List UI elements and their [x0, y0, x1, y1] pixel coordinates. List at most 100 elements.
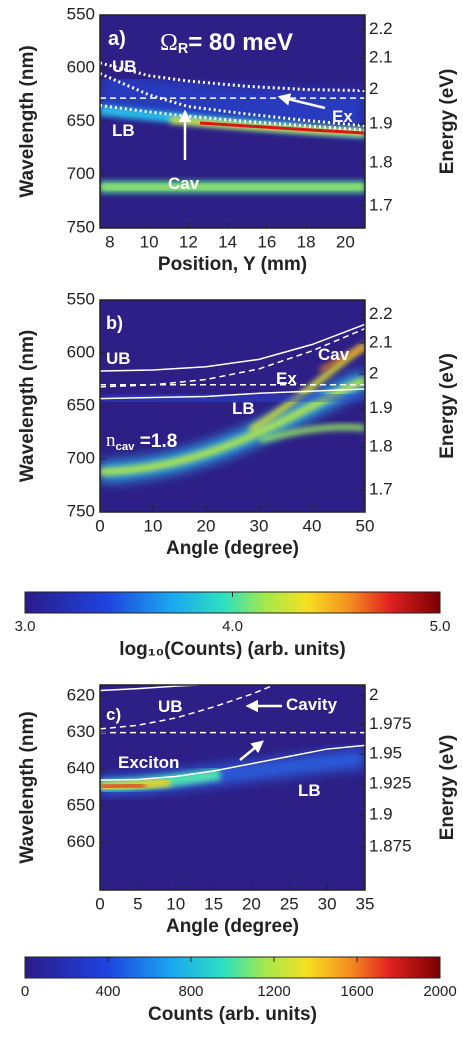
annotation: Cav [168, 174, 200, 193]
x-tick-label: 14 [218, 232, 237, 251]
annotation: Ex [276, 369, 297, 388]
y-tick-label: 600 [67, 342, 95, 361]
annotation: UB [158, 697, 183, 716]
x-tick-label: 15 [204, 894, 223, 913]
colorbar-tick-label: 1200 [257, 983, 290, 1000]
x-tick-label: 20 [336, 232, 355, 251]
annotation: Exciton [118, 753, 179, 772]
colorbar-title: log₁₀(Counts) (arb. units) [119, 639, 345, 660]
annotation: a) [108, 28, 126, 50]
x-tick-label: 50 [356, 516, 375, 535]
y-tick-label: 650 [67, 395, 95, 414]
x-tick-label: 5 [133, 894, 142, 913]
figure: 81012141618205506006507007502.22.121.91.… [0, 0, 463, 1060]
annotation: UB [106, 349, 131, 368]
annotation-text: Cav [168, 174, 200, 193]
colorbar-tick-label: 2000 [423, 983, 456, 1000]
y2-tick-label: 1.7 [369, 195, 393, 214]
y-tick-label: 550 [67, 289, 95, 308]
x-tick-label: 10 [144, 516, 163, 535]
y-tick-label: 700 [67, 448, 95, 467]
y2-tick-label: 1.975 [369, 714, 412, 733]
colorbar-tick-label: 400 [95, 983, 120, 1000]
colorbar-tick-label: 4.0 [222, 618, 243, 635]
x-tick-label: 0 [95, 516, 104, 535]
x-tick-label: 16 [257, 232, 276, 251]
colorbar [25, 957, 440, 978]
annotation-text: Ex [332, 107, 353, 126]
colorbar-tick-label: 1600 [340, 983, 373, 1000]
annotation-text: Exciton [118, 753, 179, 772]
colorbar-tick-label: 5.0 [430, 618, 451, 635]
y2-tick-label: 2.2 [369, 19, 393, 38]
annotation-text: Ex [276, 369, 297, 388]
y2-tick-label: 1.9 [369, 805, 393, 824]
x-tick-label: 40 [303, 516, 322, 535]
y2-tick-label: 1.875 [369, 836, 412, 855]
y-axis-title: Wavelength (nm) [17, 330, 38, 482]
annotation-text: UB [106, 349, 131, 368]
annotation-text: =1.8 [135, 431, 178, 452]
x-tick-label: 18 [297, 232, 316, 251]
y2-tick-label: 1.9 [369, 398, 393, 417]
annotation: UB [112, 57, 137, 76]
annotation-text: Cav [318, 345, 350, 364]
annotation-text: UB [112, 57, 137, 76]
y2-tick-label: 2 [369, 79, 378, 98]
y-tick-label: 620 [67, 685, 95, 704]
annotation-subscript: R [178, 41, 189, 57]
y2-tick-label: 1.8 [369, 437, 393, 456]
y2-tick-label: 1.8 [369, 152, 393, 171]
y-axis-title: Wavelength (nm) [17, 45, 38, 197]
annotation-text: c) [106, 705, 121, 724]
y-tick-label: 700 [67, 164, 95, 183]
heatmap-image [100, 685, 365, 890]
y-tick-label: 550 [67, 4, 95, 23]
y-tick-label: 750 [67, 501, 95, 520]
page: {"chart_data": [ {"type": "heatmap", "xl… [0, 0, 463, 1060]
annotation-text: LB [232, 399, 255, 418]
y-tick-label: 600 [67, 58, 95, 77]
y-axis-title: Wavelength (nm) [17, 711, 38, 863]
annotation: LB [232, 399, 255, 418]
y2-tick-label: 2.1 [369, 332, 393, 351]
annotation: LB [112, 121, 135, 140]
annotation: Ex [332, 107, 353, 126]
y2-tick-label: 1.95 [369, 743, 402, 762]
annotation-text: LB [112, 121, 135, 140]
x-tick-label: 35 [356, 894, 375, 913]
x-tick-label: 12 [179, 232, 198, 251]
annotation-text: b) [106, 313, 123, 333]
colorbar-tick-label: 800 [178, 983, 203, 1000]
y-tick-label: 640 [67, 759, 95, 778]
x-tick-label: 10 [140, 232, 159, 251]
y-tick-label: 630 [67, 722, 95, 741]
y2-tick-label: 1.925 [369, 774, 412, 793]
x-tick-label: 30 [318, 894, 337, 913]
x-axis-title: Angle (degree) [166, 538, 299, 559]
y-tick-label: 650 [67, 795, 95, 814]
y2-tick-label: 2 [369, 364, 378, 383]
annotation: Cav [318, 345, 350, 364]
y-tick-label: 750 [67, 217, 95, 236]
annotation: c) [106, 705, 121, 724]
annotation-text: LB [298, 781, 321, 800]
x-tick-label: 25 [280, 894, 299, 913]
y2-axis-title: Energy (eV) [437, 69, 458, 175]
y-tick-label: 660 [67, 832, 95, 851]
colorbar-tick-label: 3.0 [15, 618, 36, 635]
annotation: LB [298, 781, 321, 800]
annotation-text: Cavity [286, 695, 338, 714]
x-axis-title: Position, Y (mm) [158, 254, 307, 275]
y2-tick-label: 2.1 [369, 48, 393, 67]
annotation-text: UB [158, 697, 183, 716]
x-tick-label: 30 [250, 516, 269, 535]
x-axis-title: Angle (degree) [166, 916, 299, 937]
y2-axis-title: Energy (eV) [437, 735, 458, 841]
y2-tick-label: 2 [369, 685, 378, 704]
y2-tick-label: 1.7 [369, 480, 393, 499]
annotation-text: = 80 meV [188, 29, 293, 56]
y2-tick-label: 1.9 [369, 114, 393, 133]
x-tick-label: 20 [197, 516, 216, 535]
annotation: b) [106, 313, 123, 333]
